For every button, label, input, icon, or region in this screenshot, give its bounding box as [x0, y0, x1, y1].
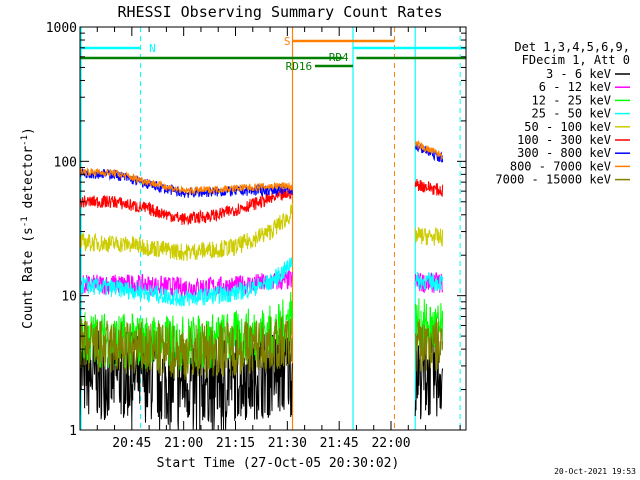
legend-label-8: 7000 - 15000 keV — [495, 173, 611, 187]
series-4 — [79, 203, 444, 261]
y-axis-title-close: ) — [21, 127, 36, 135]
y-axis-title-tail: detector — [21, 146, 36, 217]
axes-layer: 1 10 100 1000 20:45 21:00 21:15 21:30 21:45 22:00 — [46, 21, 466, 451]
y-axis-title-sup2: -1 — [20, 135, 30, 146]
series-7-line-1 — [415, 139, 444, 161]
y-axis-title: Count Rate (s-1 detector-1) — [20, 127, 36, 329]
legend-header-line1: Det 1,3,4,5,6,9, — [514, 40, 630, 54]
flag-label-rd4: RD4 — [329, 51, 349, 64]
x-tick-label-5: 22:00 — [371, 436, 410, 451]
flag-label-rd16: RD16 — [286, 60, 313, 73]
series-7 — [79, 139, 444, 196]
flag-label-s: S — [284, 35, 291, 48]
y-tick-label-3: 1000 — [46, 21, 77, 36]
series-7-line-0 — [79, 167, 293, 196]
legend-label-0: 3 - 6 keV — [546, 67, 611, 81]
flag-label-n: N — [149, 42, 156, 55]
legend-label-5: 100 - 300 keV — [517, 133, 611, 147]
series-3-line-1 — [414, 271, 444, 293]
legend-label-7: 800 - 7000 keV — [510, 159, 611, 173]
y-axis-title-main: Count Rate (s — [21, 227, 36, 329]
series-5 — [79, 178, 444, 226]
series-4-line-0 — [79, 203, 293, 261]
x-axis-title: Start Time (27-Oct-05 20:30:02) — [157, 456, 400, 471]
series-3 — [79, 257, 444, 307]
x-tick-label-2: 21:15 — [216, 436, 255, 451]
series-5-line-1 — [414, 178, 444, 197]
legend-label-3: 25 - 50 keV — [532, 107, 611, 121]
series-8-line-1 — [414, 318, 444, 372]
series-3-line-0 — [79, 257, 293, 307]
x-tick-label-4: 21:45 — [320, 436, 359, 451]
series-8 — [79, 315, 444, 380]
series-8-line-0 — [79, 315, 293, 380]
chart-title: RHESSI Observing Summary Count Rates — [117, 3, 442, 21]
generation-timestamp: 20-Oct-2021 19:53 — [554, 467, 636, 476]
series-5-line-0 — [79, 185, 293, 226]
x-tick-label-3: 21:30 — [268, 436, 307, 451]
x-tick-label-1: 21:00 — [164, 436, 203, 451]
legend-label-2: 12 - 25 keV — [532, 93, 611, 107]
y-tick-label-2: 100 — [54, 155, 77, 170]
legend-label-6: 300 - 800 keV — [517, 146, 611, 160]
plot-frame — [79, 26, 467, 431]
y-tick-label-1: 10 — [61, 290, 77, 305]
y-axis-title-sup1: -1 — [20, 216, 30, 227]
series-4-line-1 — [414, 226, 444, 247]
x-tick-label-0: 20:45 — [112, 436, 151, 451]
legend-header-line2: FDecim 1, Att 0 — [522, 53, 630, 67]
series-1-line-1 — [414, 272, 444, 293]
y-tick-label-0: 1 — [69, 424, 77, 439]
series-layer — [79, 139, 444, 431]
legend: Det 1,3,4,5,6,9, FDecim 1, Att 0 3 - 6 k… — [495, 40, 630, 187]
legend-label-4: 50 - 100 keV — [524, 120, 611, 134]
legend-label-1: 6 - 12 keV — [539, 80, 611, 94]
